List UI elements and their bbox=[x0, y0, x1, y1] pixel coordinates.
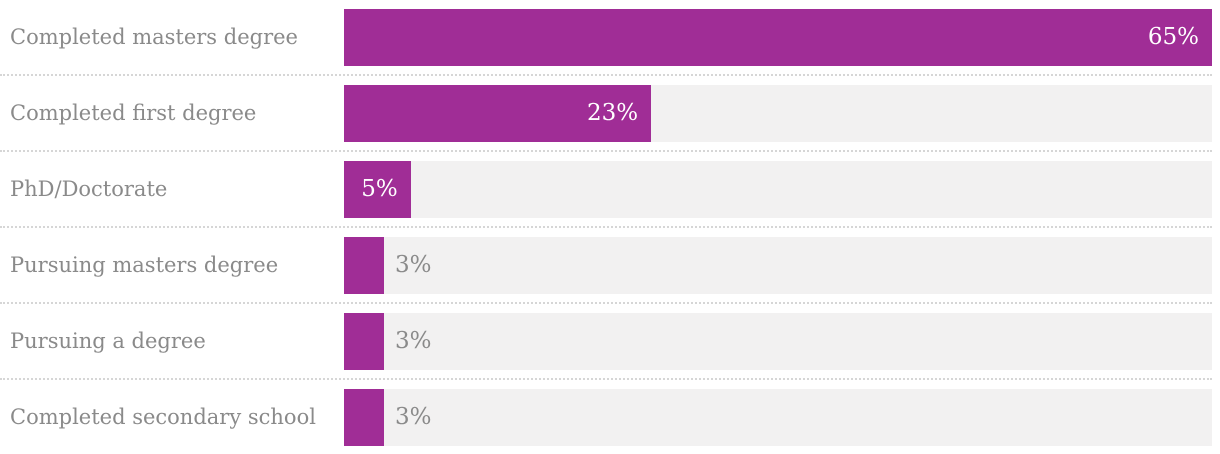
bar-track: 3% bbox=[344, 236, 1212, 294]
category-label: Completed first degree bbox=[10, 101, 257, 125]
value-label: 3% bbox=[395, 404, 432, 430]
category-label: Pursuing a degree bbox=[10, 329, 206, 353]
chart-row: Pursuing masters degree 3% bbox=[0, 228, 1212, 304]
chart-row: Completed masters degree 65% bbox=[0, 0, 1212, 76]
bar-track: 3% bbox=[344, 388, 1212, 446]
value-label: 65% bbox=[1147, 24, 1199, 50]
chart-row: Pursuing a degree 3% bbox=[0, 304, 1212, 380]
bar-track: 23% bbox=[344, 84, 1212, 142]
bar bbox=[344, 236, 385, 294]
value-label: 3% bbox=[395, 328, 432, 354]
bar: 5% bbox=[344, 160, 411, 218]
category-label: Completed masters degree bbox=[10, 25, 298, 49]
category-label: Pursuing masters degree bbox=[10, 253, 279, 277]
bar bbox=[344, 388, 385, 446]
value-label: 5% bbox=[361, 176, 398, 202]
chart-row: Completed secondary school 3% bbox=[0, 380, 1212, 454]
value-label: 3% bbox=[395, 252, 432, 278]
bar-track: 3% bbox=[344, 312, 1212, 370]
bar: 23% bbox=[344, 84, 652, 142]
bar-track: 5% bbox=[344, 160, 1212, 218]
bar-track: 65% bbox=[344, 8, 1212, 66]
bar: 65% bbox=[344, 8, 1212, 66]
value-label: 23% bbox=[587, 100, 639, 126]
category-label: Completed secondary school bbox=[10, 405, 316, 429]
chart-row: Completed first degree 23% bbox=[0, 76, 1212, 152]
bar bbox=[344, 312, 385, 370]
category-label: PhD/Doctorate bbox=[10, 177, 168, 201]
chart-row: PhD/Doctorate 5% bbox=[0, 152, 1212, 228]
